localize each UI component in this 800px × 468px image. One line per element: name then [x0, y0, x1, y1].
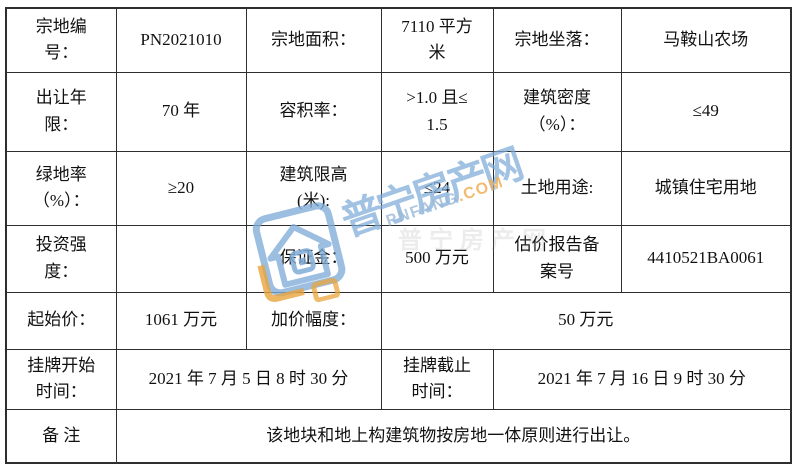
building-density-value: ≤49 [620, 71, 792, 152]
listing-end-label: 挂牌截止 时间： [380, 348, 494, 410]
land-use-value: 城镇住宅用地 [620, 150, 792, 226]
parcel-location-value: 马鞍山农场 [620, 7, 792, 73]
bid-increment-label: 加价幅度： [245, 291, 382, 350]
parcel-number-label: 宗地编 号： [5, 7, 117, 73]
listing-end-value: 2021 年 7 月 16 日 9 时 30 分 [492, 348, 792, 410]
starting-price-value: 1061 万元 [115, 291, 247, 350]
investment-intensity-value [115, 224, 247, 293]
investment-intensity-label: 投资强 度： [5, 224, 117, 293]
listing-start-label: 挂牌开始 时间： [5, 348, 117, 410]
appraisal-report-value: 4410521BA0061 [620, 224, 792, 293]
deposit-value: 500 万元 [380, 224, 494, 293]
deposit-label: 保证金： [245, 224, 382, 293]
tenure-value: 70 年 [115, 71, 247, 152]
listing-start-value: 2021 年 7 月 5 日 8 时 30 分 [115, 348, 382, 410]
bid-increment-value: 50 万元 [380, 291, 792, 350]
table-row: 起始价： 1061 万元 加价幅度： 50 万元 [5, 291, 792, 350]
table-row: 宗地编 号： PN2021010 宗地面积： 7110 平方 米 宗地坐落： 马… [5, 7, 792, 73]
land-use-label: 土地用途: [492, 150, 622, 226]
table-row: 投资强 度： 保证金： 500 万元 估价报告备 案号 4410521BA006… [5, 224, 792, 293]
tenure-label: 出让年 限： [5, 71, 117, 152]
remark-label: 备 注 [5, 408, 117, 464]
starting-price-label: 起始价： [5, 291, 117, 350]
appraisal-report-label: 估价报告备 案号 [492, 224, 622, 293]
table-row: 挂牌开始 时间： 2021 年 7 月 5 日 8 时 30 分 挂牌截止 时间… [5, 348, 792, 410]
height-limit-label: 建筑限高 (米): [245, 150, 382, 226]
land-listing-table: 宗地编 号： PN2021010 宗地面积： 7110 平方 米 宗地坐落： 马… [5, 7, 792, 464]
greening-rate-value: ≥20 [115, 150, 247, 226]
building-density-label: 建筑密度 （%）： [492, 71, 622, 152]
table-row: 出让年 限： 70 年 容积率： >1.0 且≤ 1.5 建筑密度 （%）： ≤… [5, 71, 792, 152]
plot-ratio-label: 容积率： [245, 71, 382, 152]
table-row: 绿地率 （%）： ≥20 建筑限高 (米): ≤24 土地用途: 城镇住宅用地 [5, 150, 792, 226]
parcel-area-label: 宗地面积： [245, 7, 382, 73]
parcel-location-label: 宗地坐落： [492, 7, 622, 73]
greening-rate-label: 绿地率 （%）： [5, 150, 117, 226]
parcel-number-value: PN2021010 [115, 7, 247, 73]
table-row: 备 注 该地块和地上构建筑物按房地一体原则进行出让。 [5, 408, 792, 464]
height-limit-value: ≤24 [380, 150, 494, 226]
remark-value: 该地块和地上构建筑物按房地一体原则进行出让。 [115, 408, 792, 464]
parcel-area-value: 7110 平方 米 [380, 7, 494, 73]
plot-ratio-value: >1.0 且≤ 1.5 [380, 71, 494, 152]
